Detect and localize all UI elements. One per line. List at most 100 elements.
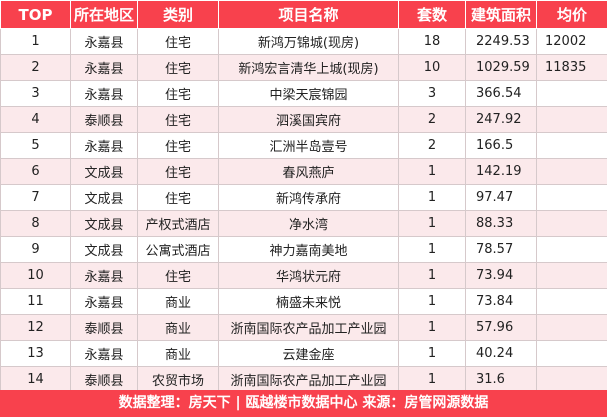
table-row: 13 永嘉县 商业 云建金座 1 40.24 <box>0 340 607 367</box>
category-cell: 住宅 <box>137 54 219 81</box>
table-row: 6 文成县 住宅 春风燕庐 1 142.19 <box>0 158 607 185</box>
project-name-cell: 新鸿万锦城(现房) <box>218 28 399 55</box>
rank-cell: 10 <box>0 262 71 289</box>
rank-cell: 14 <box>0 366 71 393</box>
district-cell: 永嘉县 <box>70 132 138 159</box>
district-cell: 永嘉县 <box>70 262 138 289</box>
area-cell: 73.84 <box>465 288 537 315</box>
units-cell: 1 <box>398 158 466 185</box>
area-cell: 88.33 <box>465 210 537 237</box>
units-cell: 1 <box>398 314 466 341</box>
units-cell: 1 <box>398 236 466 263</box>
district-cell: 永嘉县 <box>70 80 138 107</box>
project-name-cell: 华鸿状元府 <box>218 262 399 289</box>
category-cell: 商业 <box>137 288 219 315</box>
avg-price-cell: 12002 <box>536 28 607 55</box>
table-body: 1 永嘉县 住宅 新鸿万锦城(现房) 18 2249.53 12002 2 永嘉县 住宅 新鸿宏言清… <box>0 28 607 393</box>
table-row: 1 永嘉县 住宅 新鸿万锦城(现房) 18 2249.53 12002 <box>0 28 607 55</box>
area-cell: 1029.59 <box>465 54 537 81</box>
table-row: 7 文成县 住宅 新鸿传承府 1 97.47 <box>0 184 607 211</box>
avg-price-cell <box>536 184 607 211</box>
table-row: 12 泰顺县 商业 浙南国际农产品加工产业园 1 57.96 <box>0 314 607 341</box>
header-units: 套数 <box>398 0 466 29</box>
district-cell: 永嘉县 <box>70 54 138 81</box>
district-cell: 文成县 <box>70 184 138 211</box>
project-name-cell: 神力嘉南美地 <box>218 236 399 263</box>
category-cell: 商业 <box>137 314 219 341</box>
avg-price-cell <box>536 236 607 263</box>
table-row: 5 永嘉县 住宅 汇洲半岛壹号 2 166.5 <box>0 132 607 159</box>
units-cell: 1 <box>398 184 466 211</box>
rank-cell: 11 <box>0 288 71 315</box>
area-cell: 366.54 <box>465 80 537 107</box>
area-cell: 57.96 <box>465 314 537 341</box>
sales-ranking-table: TOP 所在地区 类别 项目名称 套数 建筑面积 均价 1 永嘉县 住宅 新鸿万锦城(… <box>0 0 607 393</box>
district-cell: 泰顺县 <box>70 106 138 133</box>
project-name-cell: 中梁天宸锦园 <box>218 80 399 107</box>
header-category: 类别 <box>137 0 219 29</box>
category-cell: 住宅 <box>137 262 219 289</box>
table-row: 3 永嘉县 住宅 中梁天宸锦园 3 366.54 <box>0 80 607 107</box>
units-cell: 3 <box>398 80 466 107</box>
category-cell: 住宅 <box>137 158 219 185</box>
category-cell: 住宅 <box>137 28 219 55</box>
avg-price-cell: 11835 <box>536 54 607 81</box>
rank-cell: 3 <box>0 80 71 107</box>
rank-cell: 7 <box>0 184 71 211</box>
area-cell: 142.19 <box>465 158 537 185</box>
area-cell: 40.24 <box>465 340 537 367</box>
header-avg-price: 均价 <box>536 0 607 29</box>
district-cell: 泰顺县 <box>70 314 138 341</box>
rank-cell: 12 <box>0 314 71 341</box>
category-cell: 农贸市场 <box>137 366 219 393</box>
area-cell: 247.92 <box>465 106 537 133</box>
project-name-cell: 浙南国际农产品加工产业园 <box>218 314 399 341</box>
district-cell: 文成县 <box>70 158 138 185</box>
project-name-cell: 楠盛未来悦 <box>218 288 399 315</box>
avg-price-cell <box>536 366 607 393</box>
district-cell: 永嘉县 <box>70 288 138 315</box>
category-cell: 住宅 <box>137 80 219 107</box>
project-name-cell: 净水湾 <box>218 210 399 237</box>
rank-cell: 5 <box>0 132 71 159</box>
district-cell: 永嘉县 <box>70 28 138 55</box>
district-cell: 永嘉县 <box>70 340 138 367</box>
avg-price-cell <box>536 210 607 237</box>
project-name-cell: 汇洲半岛壹号 <box>218 132 399 159</box>
category-cell: 商业 <box>137 340 219 367</box>
category-cell: 住宅 <box>137 132 219 159</box>
rank-cell: 4 <box>0 106 71 133</box>
table-row: 10 永嘉县 住宅 华鸿状元府 1 73.94 <box>0 262 607 289</box>
avg-price-cell <box>536 132 607 159</box>
avg-price-cell <box>536 158 607 185</box>
area-cell: 31.6 <box>465 366 537 393</box>
header-district: 所在地区 <box>70 0 138 29</box>
table-row: 11 永嘉县 商业 楠盛未来悦 1 73.84 <box>0 288 607 315</box>
units-cell: 1 <box>398 262 466 289</box>
area-cell: 73.94 <box>465 262 537 289</box>
category-cell: 产权式酒店 <box>137 210 219 237</box>
avg-price-cell <box>536 288 607 315</box>
district-cell: 文成县 <box>70 210 138 237</box>
table-row: 2 永嘉县 住宅 新鸿宏言清华上城(现房) 10 1029.59 11835 <box>0 54 607 81</box>
units-cell: 10 <box>398 54 466 81</box>
rank-cell: 8 <box>0 210 71 237</box>
project-name-cell: 云建金座 <box>218 340 399 367</box>
district-cell: 泰顺县 <box>70 366 138 393</box>
project-name-cell: 泗溪国宾府 <box>218 106 399 133</box>
units-cell: 18 <box>398 28 466 55</box>
area-cell: 78.57 <box>465 236 537 263</box>
table-row: 4 泰顺县 住宅 泗溪国宾府 2 247.92 <box>0 106 607 133</box>
area-cell: 97.47 <box>465 184 537 211</box>
units-cell: 1 <box>398 288 466 315</box>
avg-price-cell <box>536 106 607 133</box>
rank-cell: 1 <box>0 28 71 55</box>
project-name-cell: 新鸿传承府 <box>218 184 399 211</box>
rank-cell: 9 <box>0 236 71 263</box>
units-cell: 2 <box>398 106 466 133</box>
project-name-cell: 春风燕庐 <box>218 158 399 185</box>
data-source-footer: 数据整理：房天下 | 瓯越楼市数据中心 来源：房管网源数据 <box>0 390 607 417</box>
category-cell: 住宅 <box>137 106 219 133</box>
header-top: TOP <box>0 0 71 29</box>
